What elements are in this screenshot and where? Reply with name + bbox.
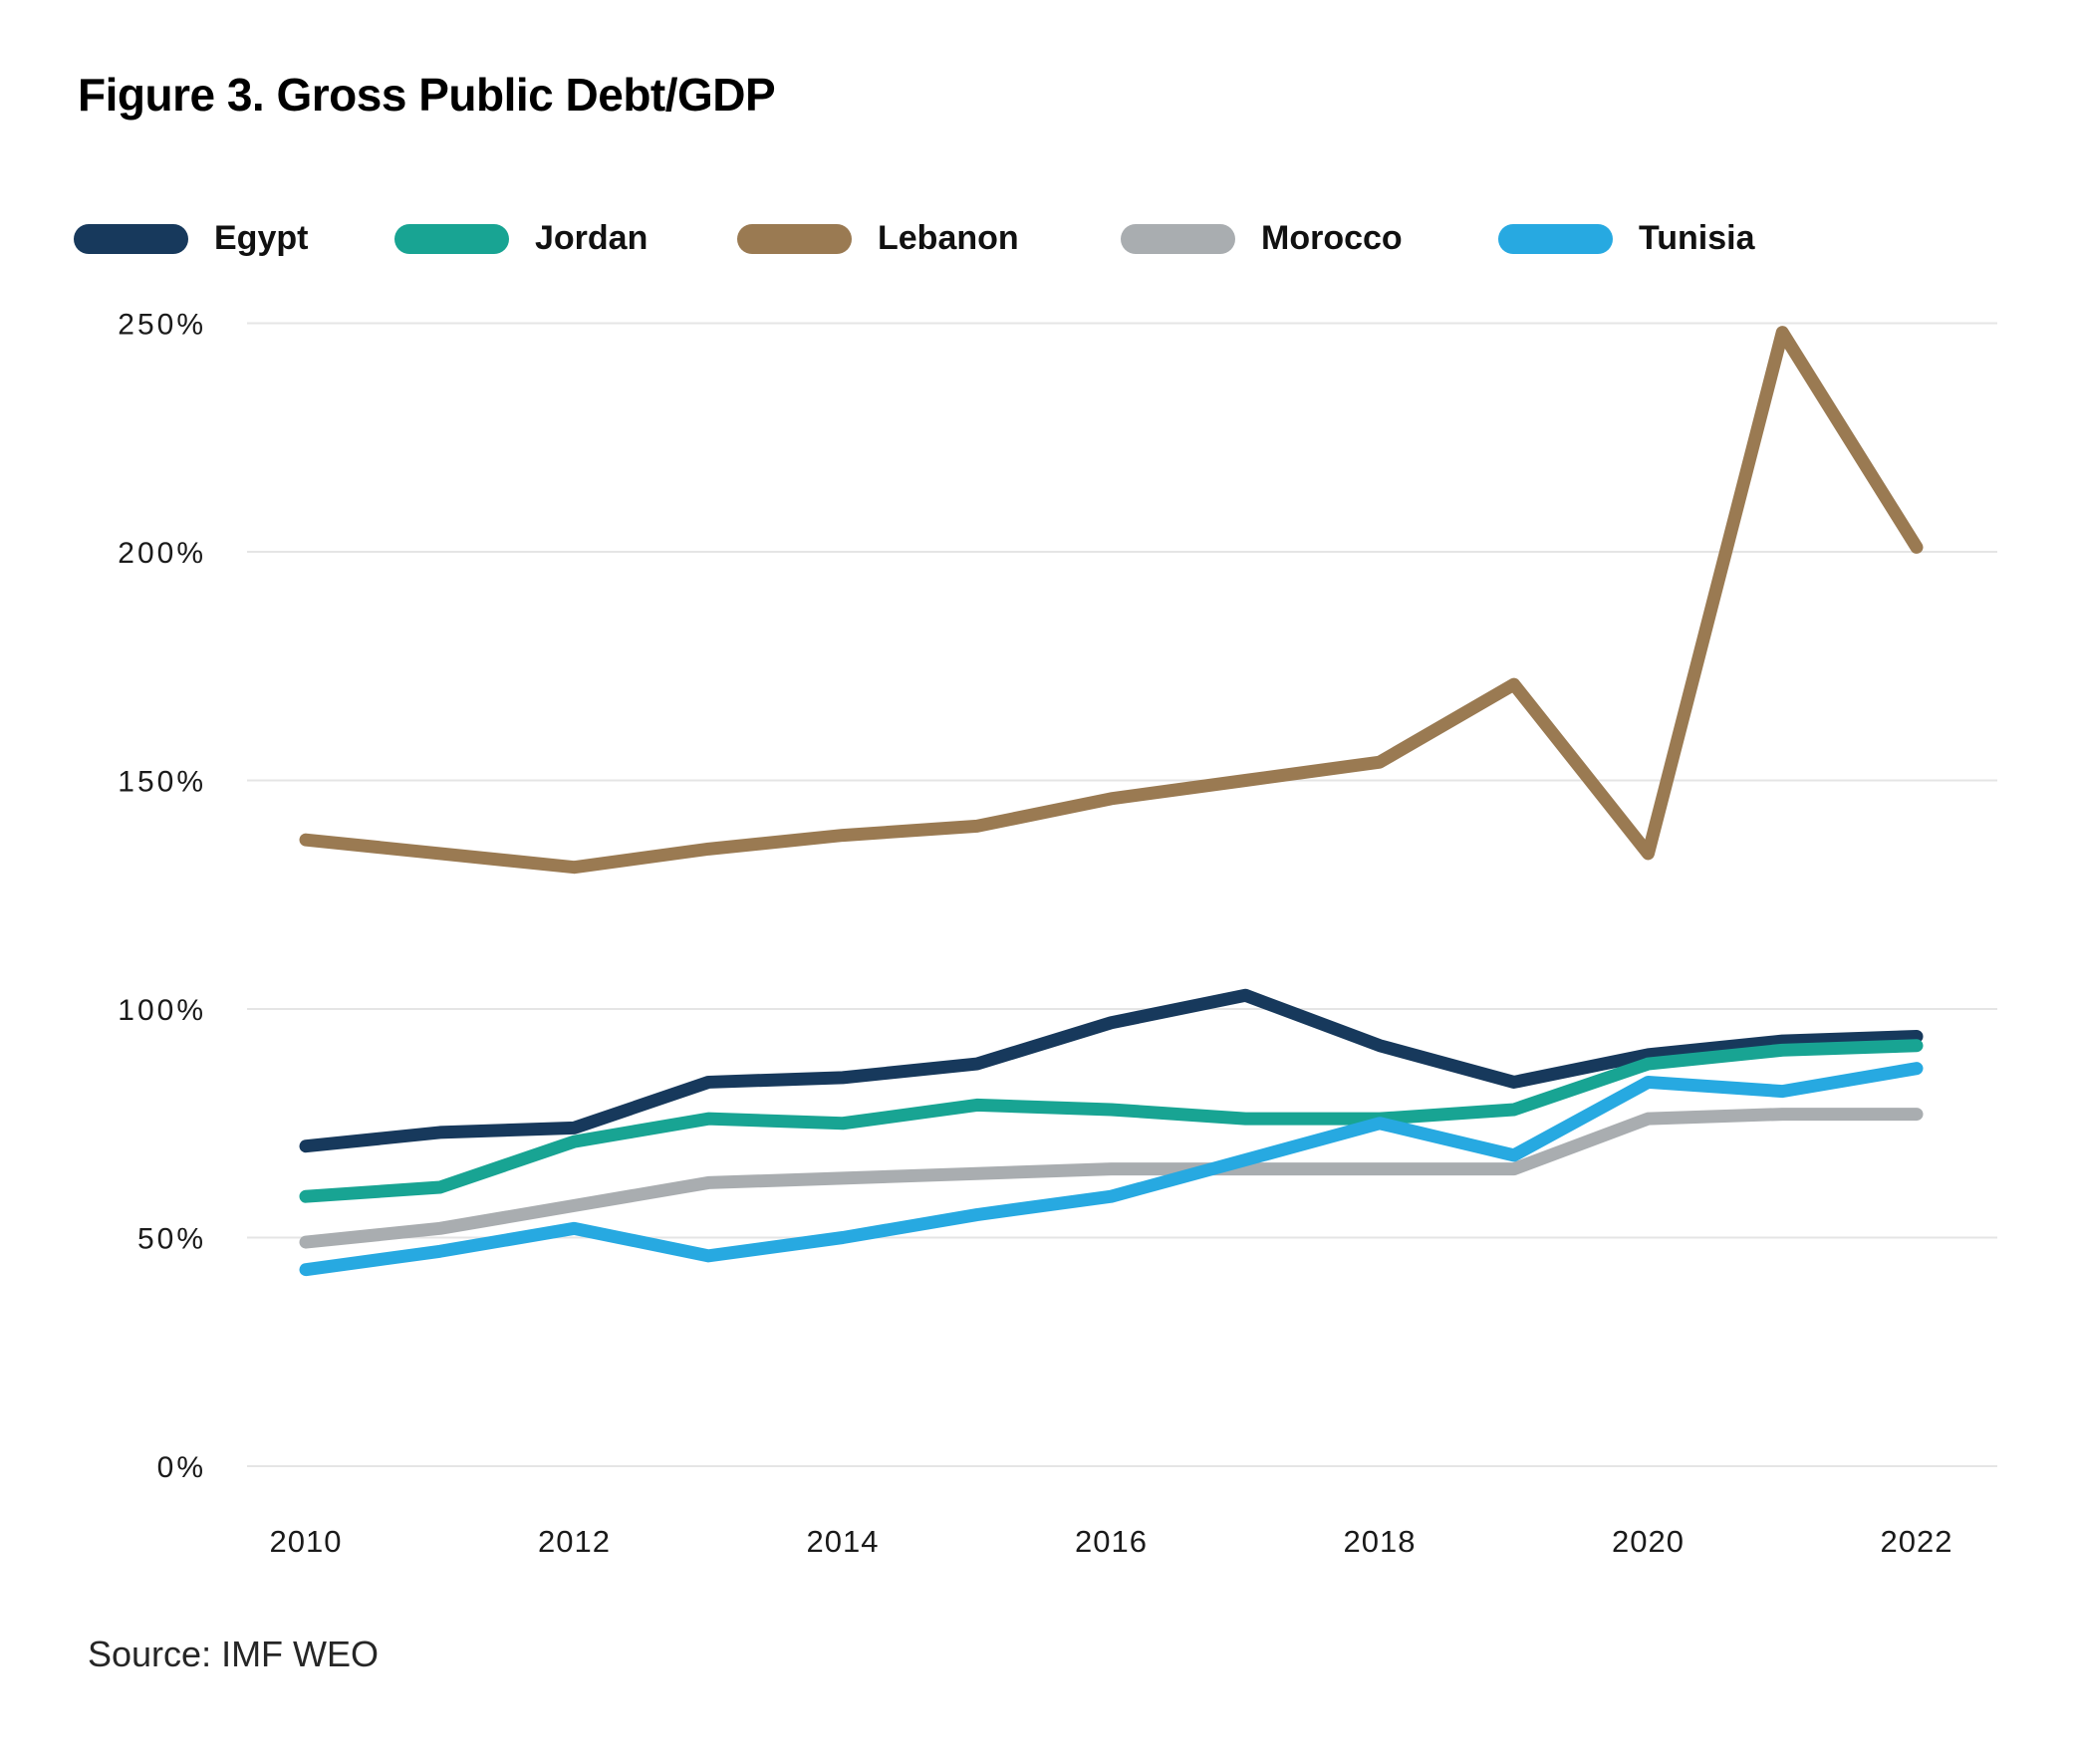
x-tick-2020: 2020 bbox=[1612, 1524, 1685, 1559]
legend-swatch-morocco bbox=[1121, 223, 1235, 254]
legend-swatch-egypt bbox=[74, 223, 188, 254]
y-tick-250: 250% bbox=[118, 309, 206, 342]
y-tick-50: 50% bbox=[137, 1223, 206, 1256]
x-tick-2018: 2018 bbox=[1344, 1524, 1417, 1559]
y-tick-100: 100% bbox=[118, 994, 206, 1027]
legend-label-tunisia: Tunisia bbox=[1639, 219, 1755, 257]
series-line-egypt bbox=[299, 988, 1924, 1153]
series-line-jordan bbox=[299, 1039, 1924, 1203]
legend-item-egypt: Egypt bbox=[74, 219, 308, 258]
legend-label-jordan: Jordan bbox=[535, 219, 649, 257]
gridlines bbox=[247, 322, 1997, 1467]
series-line-tunisia bbox=[299, 1062, 1924, 1277]
legend-item-jordan: Jordan bbox=[394, 219, 648, 258]
legend-swatch-tunisia bbox=[1498, 223, 1613, 254]
x-tick-2010: 2010 bbox=[270, 1524, 343, 1559]
x-tick-2016: 2016 bbox=[1075, 1524, 1148, 1559]
y-tick-150: 150% bbox=[118, 766, 206, 799]
chart-legend: Egypt Jordan Lebanon Morocco Tunisia bbox=[0, 219, 2076, 259]
y-axis-labels: 0% 50% 100% 150% 200% 250% bbox=[118, 309, 206, 1485]
legend-label-morocco: Morocco bbox=[1261, 219, 1403, 257]
legend-swatch-jordan bbox=[394, 223, 509, 254]
series-lines bbox=[299, 326, 1924, 1277]
legend-item-lebanon: Lebanon bbox=[737, 219, 1019, 258]
legend-item-morocco: Morocco bbox=[1121, 219, 1403, 258]
legend-item-tunisia: Tunisia bbox=[1498, 219, 1755, 258]
figure-title: Figure 3. Gross Public Debt/GDP bbox=[78, 69, 776, 121]
legend-label-egypt: Egypt bbox=[214, 219, 309, 257]
series-line-lebanon bbox=[299, 326, 1924, 875]
x-tick-2014: 2014 bbox=[807, 1524, 880, 1559]
y-tick-200: 200% bbox=[118, 537, 206, 570]
x-tick-2022: 2022 bbox=[1881, 1524, 1953, 1559]
legend-label-lebanon: Lebanon bbox=[878, 219, 1019, 257]
x-axis-labels: 2010 2012 2014 2016 2018 2020 2022 bbox=[270, 1524, 1953, 1559]
legend-swatch-lebanon bbox=[737, 223, 852, 254]
x-tick-2012: 2012 bbox=[538, 1524, 611, 1559]
source-note: Source: IMF WEO bbox=[88, 1634, 380, 1674]
series-line-morocco bbox=[299, 1108, 1924, 1249]
y-tick-0: 0% bbox=[157, 1451, 206, 1484]
